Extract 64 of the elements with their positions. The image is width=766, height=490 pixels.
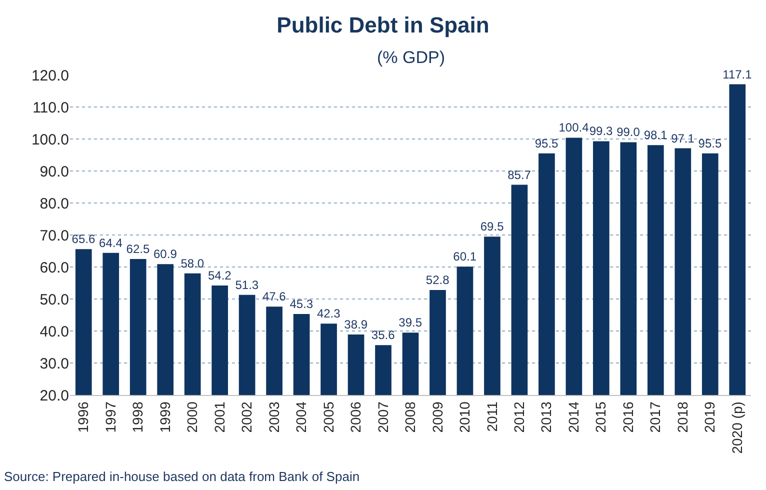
y-tick-label: 70.0: [40, 227, 69, 244]
x-tick-label: 2001: [211, 401, 228, 433]
y-tick-label: 50.0: [40, 291, 69, 308]
data-label: 117.1: [722, 67, 752, 82]
data-label: 62.5: [126, 242, 150, 256]
x-tick-label: 2007: [374, 401, 391, 433]
x-tick-label: 2013: [538, 401, 554, 433]
x-tick-label: 2011: [484, 401, 500, 432]
data-label: 99.3: [589, 124, 614, 138]
x-tick-label: 2008: [402, 401, 418, 433]
data-label: 100.4: [558, 120, 590, 135]
x-tick-label: 2005: [320, 401, 336, 433]
source-note: Source: Prepared in-house based on data from Bank of Spain: [4, 469, 360, 484]
x-tick-label: 2016: [620, 401, 636, 433]
data-label: 97.1: [671, 131, 695, 146]
data-label: 52.8: [426, 273, 450, 288]
data-label: 99.0: [616, 125, 640, 140]
data-label: 64.4: [99, 236, 123, 250]
data-label: 42.3: [316, 306, 341, 321]
x-tick-label: 2019: [702, 401, 718, 433]
data-label: 45.3: [290, 297, 314, 312]
x-tick-label: 2014: [565, 401, 582, 433]
x-tick-label: 2003: [266, 401, 282, 433]
data-label: 54.2: [208, 268, 232, 283]
data-label: 95.5: [534, 136, 559, 150]
x-tick-label: 2015: [592, 401, 609, 433]
x-tick-label: 2002: [238, 401, 255, 433]
data-label: 85.7: [508, 168, 532, 182]
y-tick-label: 80.0: [40, 195, 69, 212]
x-tick-label: 2010: [456, 401, 473, 433]
data-label: 35.6: [371, 328, 396, 342]
x-tick-label: 1999: [156, 401, 173, 433]
data-label: 98.1: [644, 128, 668, 142]
data-label: 51.3: [235, 278, 259, 292]
data-label: 58.0: [180, 256, 204, 270]
x-tick-label: 1998: [130, 401, 146, 433]
x-tick-label: 2012: [511, 401, 528, 433]
x-tick-label: 2020 (p): [728, 402, 745, 454]
x-tick-label: 2006: [348, 401, 364, 433]
data-label: 95.5: [698, 136, 722, 150]
x-tick-label: 2004: [293, 401, 310, 433]
x-tick-label: 2009: [429, 401, 446, 433]
data-label: 47.6: [262, 290, 286, 304]
y-tick-label: 120.0: [31, 67, 69, 84]
x-tick-label: 2017: [647, 401, 664, 433]
x-tick-label: 1997: [102, 401, 118, 433]
chart-subtitle: (% GDP): [377, 48, 445, 67]
chart-title: Public Debt in Spain: [276, 12, 490, 38]
y-tick-label: 60.0: [40, 259, 69, 276]
y-tick-label: 40.0: [40, 323, 69, 340]
y-tick-label: 20.0: [40, 387, 69, 404]
x-tick-label: 2000: [184, 401, 200, 433]
y-tick-label: 30.0: [40, 355, 69, 372]
x-tick-label: 1996: [75, 401, 92, 433]
y-tick-label: 90.0: [40, 163, 69, 180]
data-label: 38.9: [344, 318, 368, 332]
data-label: 60.9: [154, 247, 178, 262]
data-label: 39.5: [398, 316, 422, 330]
y-tick-label: 100.0: [31, 131, 69, 148]
x-tick-label: 2018: [674, 401, 690, 433]
data-label: 65.6: [72, 232, 96, 246]
y-tick-label: 110.0: [32, 99, 69, 116]
data-label: 60.1: [453, 250, 477, 264]
data-label: 69.5: [480, 220, 504, 234]
